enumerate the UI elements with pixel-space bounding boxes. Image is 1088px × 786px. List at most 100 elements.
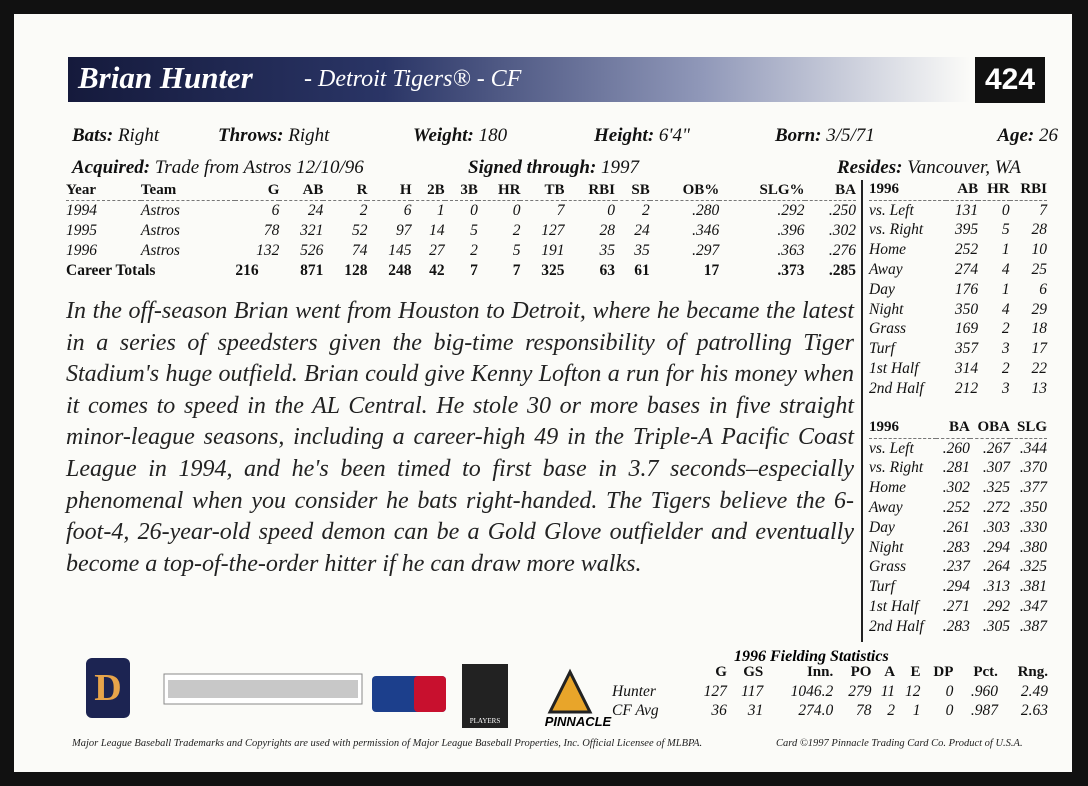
column-header: H xyxy=(399,181,412,198)
row: vs. Left 131 0 7 xyxy=(869,200,1047,220)
cell: 78 xyxy=(263,222,280,239)
cell: .325 xyxy=(982,479,1010,497)
row: Day 176 1 6 xyxy=(869,280,1047,300)
cell: 1 xyxy=(912,701,921,719)
row: 1996 Astros 132 526 74 145 27 2 5 191 35 35 .297 .363… xyxy=(66,241,856,261)
header-row: Year Team G AB R H 2B 3B HR TB RBI SB OB% SLG% BA xyxy=(66,180,856,201)
team-position: - Detroit Tigers® - CF xyxy=(304,66,522,92)
column-header: SLG% xyxy=(759,181,805,198)
cell: 279 xyxy=(848,682,872,700)
bio-label: Signed through: xyxy=(468,157,597,178)
cell: 127 xyxy=(541,222,565,239)
column-header: GS xyxy=(743,664,764,680)
row: Home 252 1 10 xyxy=(869,240,1047,260)
row: Away 274 4 25 xyxy=(869,260,1047,280)
cell: vs. Left xyxy=(869,439,914,457)
cell: 35 xyxy=(634,242,650,259)
cell: .377 xyxy=(1019,479,1047,497)
cell: 52 xyxy=(351,222,368,239)
cell: Night xyxy=(869,538,904,556)
cell: .381 xyxy=(1019,578,1047,596)
table-head: Year Team G AB R H 2B 3B HR TB RBI SB OB% SLG% BA xyxy=(66,180,856,201)
column-header: Team xyxy=(140,181,177,198)
cell: Home xyxy=(869,241,907,259)
cell: 6 xyxy=(1039,280,1047,298)
column-header: 3B xyxy=(460,181,478,198)
header-row: 1996 AB HR RBI xyxy=(869,180,1047,201)
divider xyxy=(861,180,863,642)
cell: .363 xyxy=(777,242,805,259)
cell: .297 xyxy=(692,242,720,259)
column-header: Rng. xyxy=(1017,664,1048,680)
cell: .302 xyxy=(828,222,856,239)
bio-value: Vancouver, WA xyxy=(907,157,1021,178)
fielding-table: G GS Inn. PO A E DP Pct. Rng. Hunter 127 117 1046.2 2… xyxy=(612,663,1048,720)
cell: 1994 xyxy=(66,202,97,219)
cell: 1 xyxy=(1001,241,1010,259)
tigers-logo xyxy=(86,658,130,718)
cell: 357 xyxy=(954,340,979,358)
bio-value: Right xyxy=(288,125,330,146)
cell: 4 xyxy=(1001,261,1010,279)
bio-item: Acquired: Trade from Astros 12/10/96 xyxy=(72,157,364,179)
footer-left: Major League Baseball Trademarks and Cop… xyxy=(72,738,703,749)
column-header: RBI xyxy=(588,181,616,198)
cell: .276 xyxy=(828,242,856,259)
cell: .271 xyxy=(942,598,970,616)
cell: .370 xyxy=(1019,459,1047,477)
cell: .294 xyxy=(942,578,970,596)
column-header: G xyxy=(267,181,280,198)
column-header: OB% xyxy=(682,181,720,198)
cell: 2 xyxy=(887,701,896,719)
cell: 11 xyxy=(880,682,896,700)
table-body: Hunter 127 117 1046.2 279 11 12 0.960 2.49 CF Avg… xyxy=(612,682,1048,720)
cell: 13 xyxy=(1031,379,1048,397)
title-bar xyxy=(68,57,970,102)
cell: 24 xyxy=(307,202,324,219)
cell: 1st Half xyxy=(869,598,919,616)
bio-label: Bats: xyxy=(72,125,114,146)
cell: Astros xyxy=(140,202,180,219)
cell: 74 xyxy=(351,242,368,259)
cell: .261 xyxy=(942,518,970,536)
column-header: HR xyxy=(987,181,1010,198)
career-table: Year Team G AB R H 2B 3B HR TB RBI SB OB% SLG% BA 1994 A… xyxy=(66,180,856,281)
cell: 321 xyxy=(300,222,324,239)
cell: .303 xyxy=(982,518,1010,536)
cell: .294 xyxy=(982,538,1010,556)
cell: 252 xyxy=(954,241,979,259)
row: Grass 169 2 18 xyxy=(869,320,1047,340)
cell: .313 xyxy=(982,578,1010,596)
cell: 191 xyxy=(541,242,565,259)
cell: 6 xyxy=(271,202,280,219)
cell: Career Totals xyxy=(66,262,156,279)
cell: 274 xyxy=(954,261,979,279)
cell: Away xyxy=(869,261,903,279)
cell: .350 xyxy=(1019,499,1047,517)
cell: .280 xyxy=(692,202,720,219)
column-header: BA xyxy=(835,181,856,198)
cell: 3 xyxy=(1001,340,1010,358)
row: 1st Half .271 .292 .347 xyxy=(869,597,1047,617)
cell: .344 xyxy=(1019,439,1047,457)
cell: 28 xyxy=(599,222,616,239)
cell: 42 xyxy=(429,262,445,279)
cell: 17 xyxy=(1031,340,1048,358)
bio-label: Acquired: xyxy=(72,157,151,178)
player-name: Brian Hunter xyxy=(78,60,253,95)
column-header: HR xyxy=(497,181,521,198)
bio-item: Bats: Right xyxy=(72,125,159,147)
cell: 27 xyxy=(429,242,445,259)
column-header: PO xyxy=(850,664,872,680)
cell: 2nd Half xyxy=(869,617,924,635)
column-header: AB xyxy=(957,181,979,198)
cell: 1st Half xyxy=(869,360,919,378)
row: 2nd Half 212 3 13 xyxy=(869,379,1047,399)
column-header: Year xyxy=(66,181,96,198)
cell: 132 xyxy=(256,242,280,259)
bio-item: Height: 6'4" xyxy=(594,125,690,147)
cell: 14 xyxy=(429,222,445,239)
row: Home .302 .325 .377 xyxy=(869,478,1047,498)
row: Turf 357 3 17 xyxy=(869,339,1047,359)
